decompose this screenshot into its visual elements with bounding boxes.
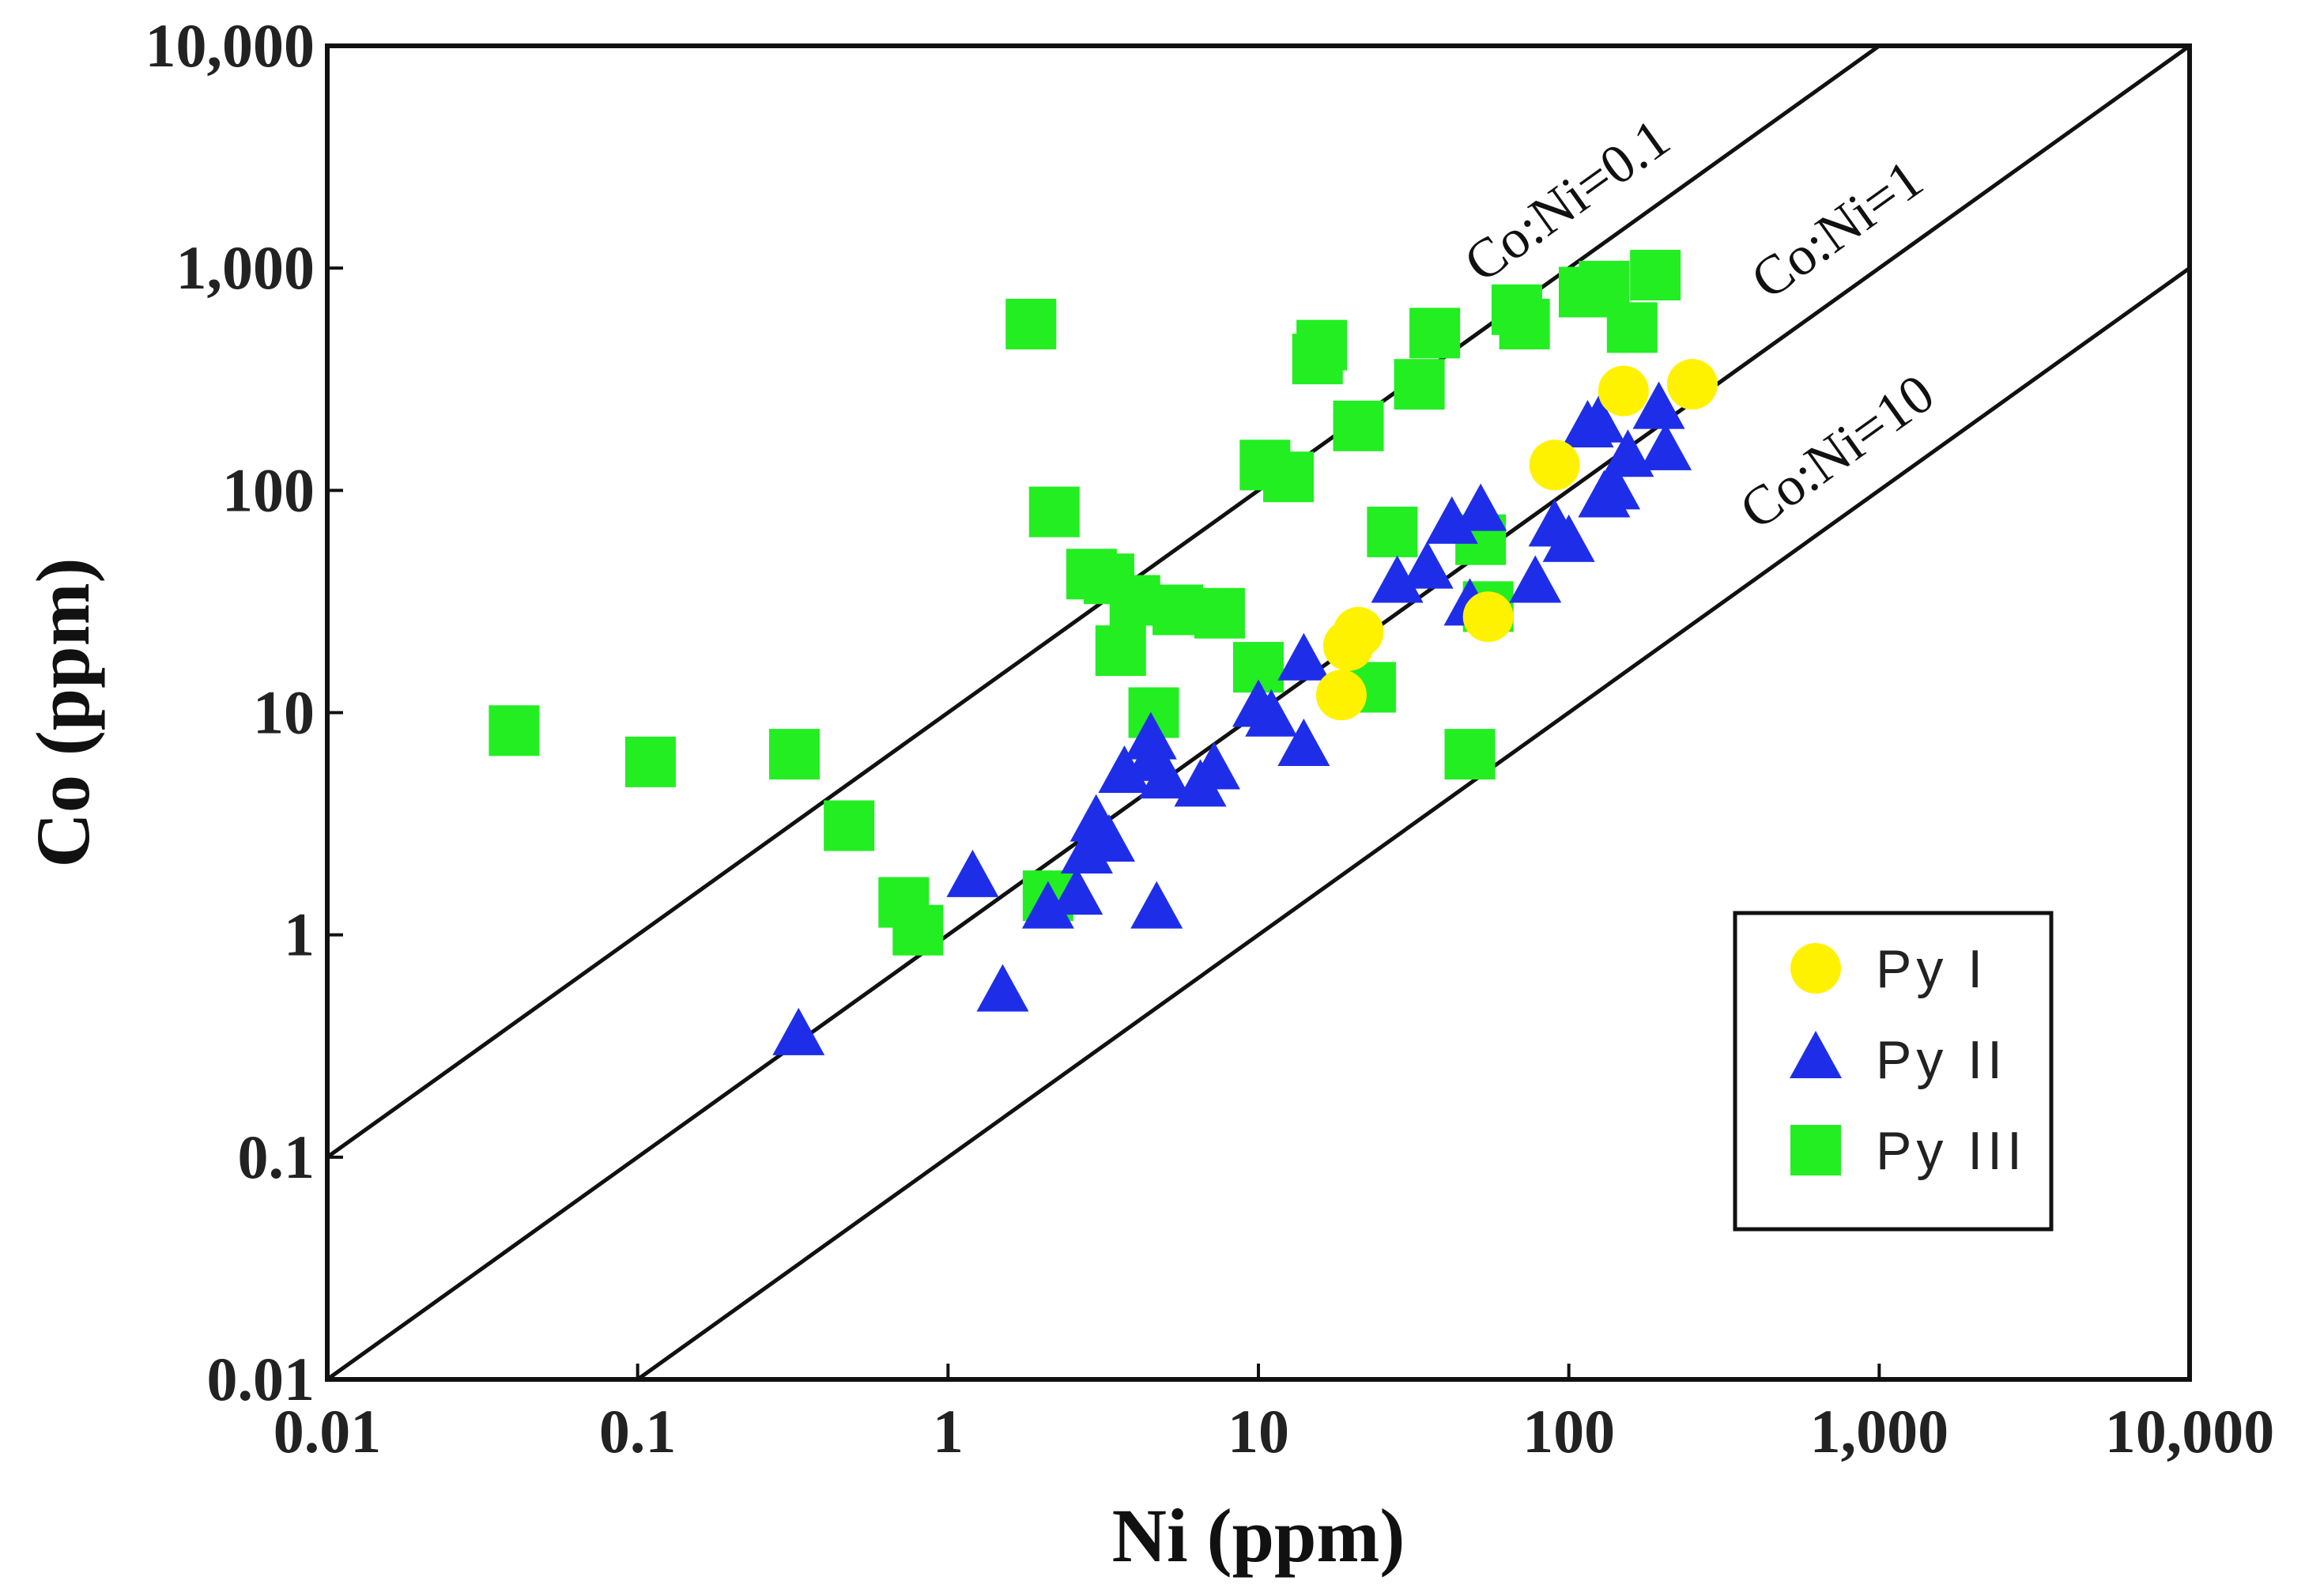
data-point-circle bbox=[1598, 365, 1649, 417]
legend-label: Py II bbox=[1876, 1030, 2007, 1090]
y-axis-title: Co (ppm) bbox=[21, 557, 105, 867]
legend-label: Py I bbox=[1876, 939, 1987, 999]
x-tick-label: 10,000 bbox=[2105, 1397, 2275, 1466]
data-point-square bbox=[1005, 298, 1057, 349]
data-point-square bbox=[769, 729, 821, 780]
data-point-triangle bbox=[1632, 381, 1685, 429]
data-point-square bbox=[489, 705, 540, 756]
x-tick-label: 0.01 bbox=[274, 1397, 382, 1466]
data-point-square bbox=[1194, 587, 1245, 639]
data-point-triangle bbox=[1401, 541, 1454, 589]
data-point-square bbox=[1499, 298, 1550, 349]
data-point-triangle bbox=[1371, 555, 1424, 603]
data-point-triangle bbox=[1454, 483, 1507, 531]
data-point-square bbox=[1367, 506, 1418, 557]
data-point-triangle bbox=[1130, 881, 1183, 929]
data-point-square bbox=[1333, 400, 1384, 451]
data-point-triangle bbox=[1138, 751, 1191, 799]
y-tick-label: 10 bbox=[253, 678, 315, 747]
ratio-line-label: Co:Ni=1 bbox=[1741, 149, 1934, 311]
data-point-square bbox=[1296, 319, 1348, 371]
data-point-triangle bbox=[976, 964, 1029, 1012]
data-point-triangle bbox=[1187, 741, 1240, 790]
y-tick-label: 100 bbox=[222, 455, 315, 524]
data-point-square bbox=[1444, 729, 1496, 780]
data-point-circle bbox=[1666, 359, 1718, 410]
data-point-triangle bbox=[1601, 429, 1654, 477]
legend-marker-triangle bbox=[1790, 1031, 1842, 1078]
data-point-square bbox=[892, 904, 944, 956]
data-point-square bbox=[1394, 359, 1445, 410]
data-point-triangle bbox=[1051, 867, 1103, 915]
ratio-line bbox=[327, 46, 1883, 1159]
y-tick-label: 1 bbox=[284, 900, 315, 969]
data-point-square bbox=[824, 800, 875, 851]
data-point-circle bbox=[1333, 606, 1384, 658]
data-point-square bbox=[1630, 250, 1681, 301]
x-tick-label: 1 bbox=[933, 1397, 964, 1466]
x-tick-label: 0.1 bbox=[599, 1397, 677, 1466]
legend-label: Py III bbox=[1876, 1121, 2027, 1181]
ratio-line-label: Co:Ni=10 bbox=[1730, 363, 1945, 541]
data-point-circle bbox=[1529, 440, 1580, 491]
data-point-triangle bbox=[1098, 745, 1151, 794]
data-point-triangle bbox=[1021, 881, 1074, 929]
data-point-triangle bbox=[1509, 555, 1562, 603]
data-point-triangle bbox=[1277, 719, 1330, 767]
x-tick-label: 1,000 bbox=[1810, 1397, 1949, 1466]
y-tick-label: 10,000 bbox=[145, 11, 315, 80]
x-axis-title: Ni (ppm) bbox=[1112, 1493, 1405, 1578]
data-point-square bbox=[1409, 308, 1461, 359]
data-point-square bbox=[1263, 451, 1315, 503]
data-point-triangle bbox=[772, 1007, 825, 1055]
y-tick-label: 1,000 bbox=[176, 233, 315, 302]
data-point-square bbox=[1109, 575, 1160, 626]
data-point-square bbox=[1606, 302, 1658, 353]
legend-box bbox=[1733, 911, 2054, 1232]
data-point-triangle bbox=[1277, 632, 1330, 681]
data-point-triangle bbox=[1588, 462, 1641, 510]
data-point-square bbox=[624, 736, 676, 787]
data-point-circle bbox=[1315, 670, 1367, 721]
legend: Py I Py II Py III bbox=[1733, 911, 2054, 1232]
data-point-square bbox=[1095, 625, 1146, 677]
legend-marker-square bbox=[1790, 1125, 1841, 1175]
data-point-triangle bbox=[1639, 422, 1692, 470]
legend-marker-circle bbox=[1790, 943, 1841, 994]
data-point-triangle bbox=[946, 849, 999, 897]
data-point-triangle bbox=[1245, 689, 1298, 737]
data-point-square bbox=[1028, 486, 1080, 538]
y-tick-label: 0.1 bbox=[238, 1122, 315, 1191]
x-tick-label: 100 bbox=[1522, 1397, 1615, 1466]
y-tick-label: 0.01 bbox=[207, 1345, 315, 1413]
data-point-triangle bbox=[1082, 813, 1135, 862]
data-point-triangle bbox=[1572, 394, 1625, 443]
data-point-triangle bbox=[1542, 514, 1595, 562]
data-point-triangle bbox=[1425, 496, 1478, 544]
data-point-circle bbox=[1462, 591, 1514, 643]
x-tick-label: 10 bbox=[1228, 1397, 1289, 1466]
